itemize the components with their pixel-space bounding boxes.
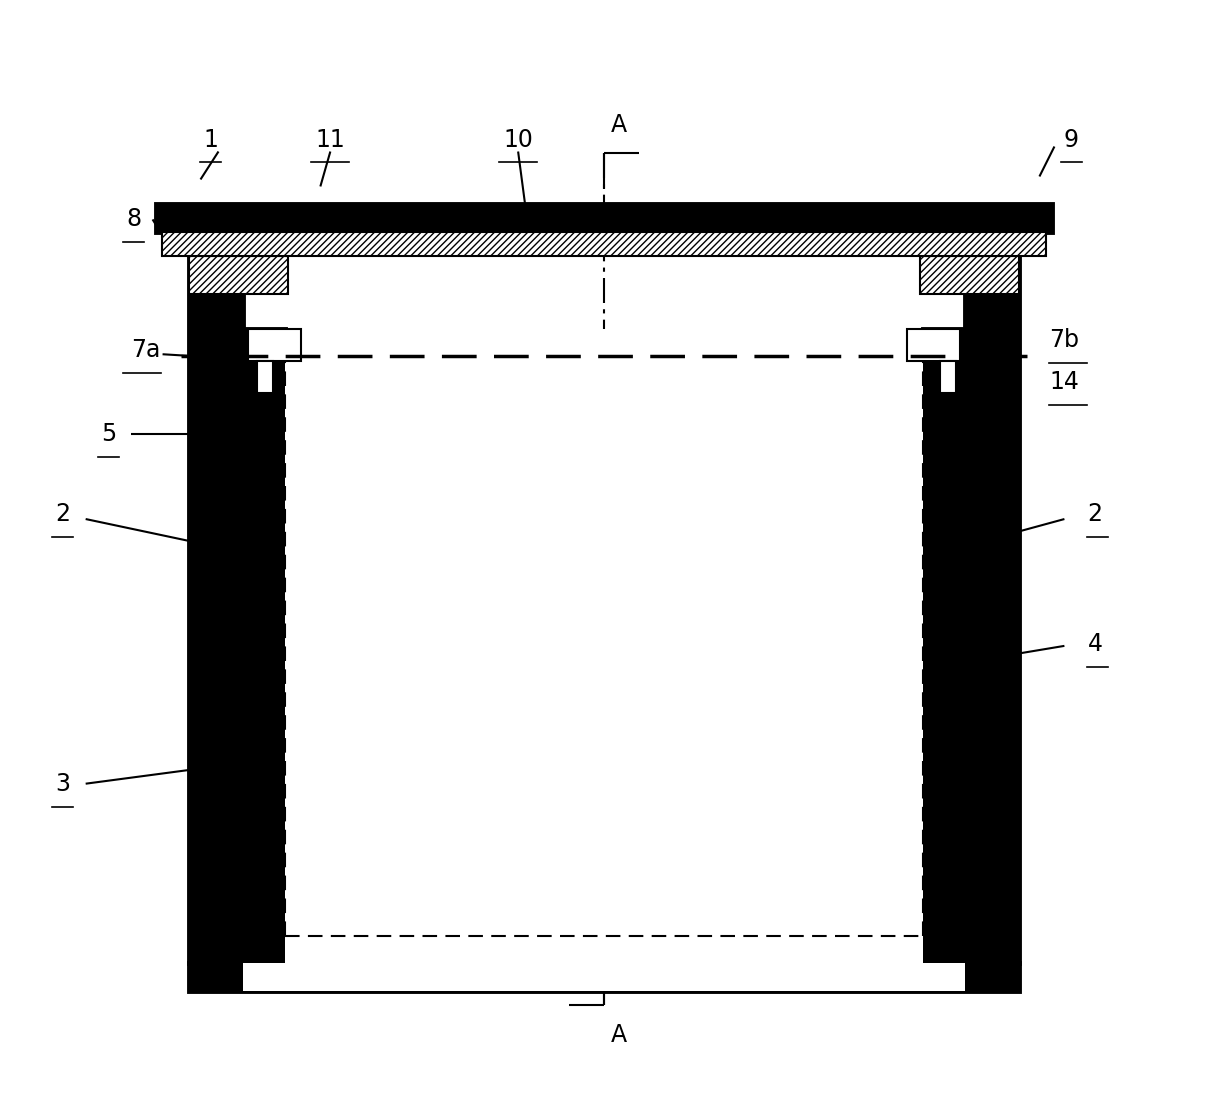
Bar	[156, 205, 1052, 232]
Bar	[907, 329, 960, 361]
Text: A: A	[611, 113, 627, 137]
Bar	[244, 329, 285, 964]
Text: 4: 4	[1087, 632, 1103, 656]
Text: 10: 10	[504, 128, 533, 151]
Bar	[940, 361, 956, 393]
Bar	[188, 964, 1020, 991]
Bar	[244, 964, 964, 991]
Bar	[248, 329, 301, 361]
Text: 2: 2	[56, 502, 70, 526]
Bar	[188, 256, 244, 964]
Text: A: A	[611, 1023, 627, 1047]
Bar	[162, 232, 1046, 256]
Text: 14: 14	[1050, 370, 1079, 394]
Text: 11: 11	[315, 128, 345, 151]
Bar	[188, 256, 289, 294]
Bar	[923, 329, 964, 964]
Text: 5: 5	[101, 422, 116, 446]
Text: 9: 9	[1064, 128, 1079, 151]
Bar	[244, 964, 964, 981]
Text: 2: 2	[1087, 502, 1103, 526]
Bar	[964, 256, 1020, 964]
Bar	[257, 361, 273, 393]
Bar	[285, 329, 923, 981]
Text: 7a: 7a	[132, 338, 161, 362]
Text: 7b: 7b	[1050, 328, 1080, 352]
Text: 3: 3	[56, 771, 70, 795]
Bar	[919, 256, 1020, 294]
Text: 8: 8	[126, 208, 141, 232]
Text: 1: 1	[203, 128, 217, 151]
